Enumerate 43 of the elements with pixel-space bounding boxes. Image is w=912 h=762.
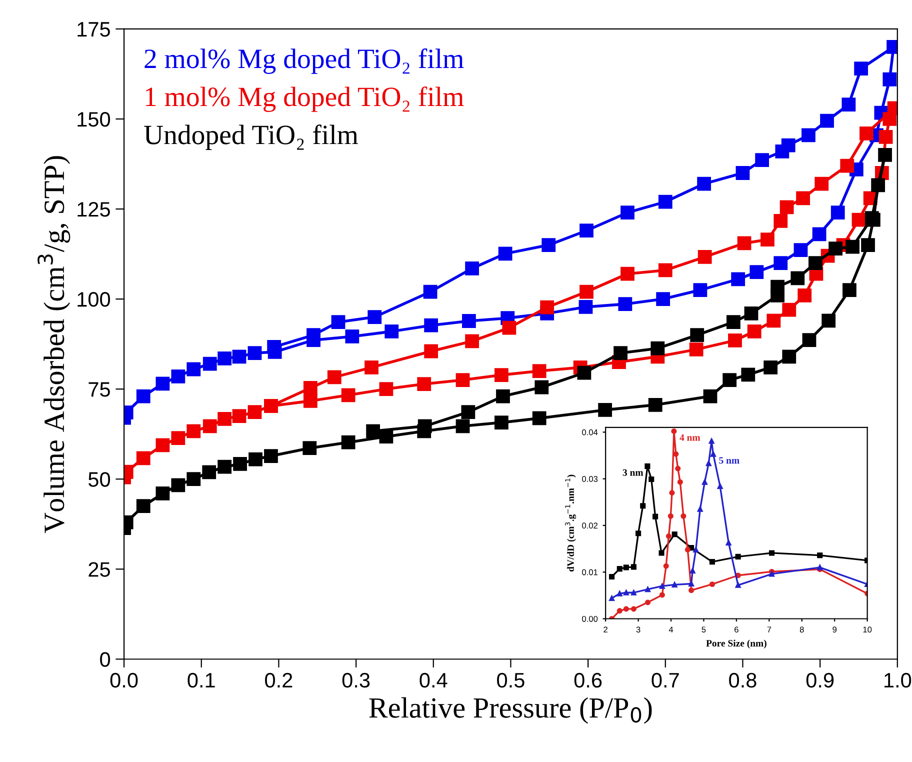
y-tick-label: 125	[78, 202, 110, 217]
x-tick-label: 0.8	[729, 672, 756, 688]
x-tick-label: 3	[636, 626, 640, 633]
y-axis-title: dV/dD (cm$^{3}$.g$^{−1}$.nm$^{−1}$)	[565, 474, 576, 572]
y-tick-label: 0.00	[582, 616, 598, 622]
y-tick-label: 175	[78, 22, 110, 37]
x-tick-label: 0.5	[497, 672, 524, 688]
annotation: 3 nm	[622, 469, 644, 476]
y-tick-label: 75	[88, 382, 110, 397]
x-tick-label: 1.0	[884, 672, 912, 688]
x-tick-label: 9	[832, 626, 837, 633]
x-axis-title: Pore Size (nm)	[706, 640, 766, 649]
text: Undoped TiO₂ film	[144, 124, 358, 150]
x-tick-label: 5	[702, 626, 706, 633]
x-tick-label: 2	[604, 626, 608, 632]
x-tick-label: 0.4	[420, 672, 448, 688]
annotation: 5 nm	[719, 457, 740, 464]
x-tick-label: 4	[668, 626, 674, 632]
y-tick-label: 100	[78, 292, 110, 307]
x-axis-title: Relative Pressure (P/P$_{0}$)	[369, 697, 652, 724]
x-tick-label: 6	[734, 626, 738, 633]
x-tick-label: 0.1	[188, 672, 215, 688]
x-tick-label: 0.0	[110, 672, 138, 688]
x-tick-label: 0.6	[574, 672, 602, 688]
x-tick-label: 0.9	[806, 672, 834, 688]
x-tick-label: 0.3	[342, 672, 370, 688]
text: 1 mol% Mg doped TiO₂ film	[146, 86, 464, 112]
y-tick-label: 0.03	[582, 476, 598, 482]
x-tick-label: 0.2	[265, 672, 292, 688]
x-tick-label: 10	[863, 626, 872, 633]
x-tick-label: 0.7	[652, 672, 679, 688]
y-tick-label: 0	[100, 652, 110, 667]
y-tick-label: 150	[78, 112, 110, 127]
x-tick-label: 8	[800, 626, 804, 633]
y-tick-label: 0.02	[582, 522, 598, 529]
y-tick-label: 0.04	[582, 429, 598, 436]
y-axis-title: Volume Adsorbed (cm$^{3}$/g, STP)	[38, 156, 70, 534]
y-tick-label: 25	[88, 562, 110, 577]
y-tick-label: 50	[88, 472, 110, 487]
annotation: 4 nm	[680, 434, 700, 441]
text: 2 mol% Mg doped TiO₂ film	[144, 48, 464, 74]
y-tick-label: 0.01	[582, 569, 598, 576]
x-tick-label: 7	[767, 626, 772, 632]
